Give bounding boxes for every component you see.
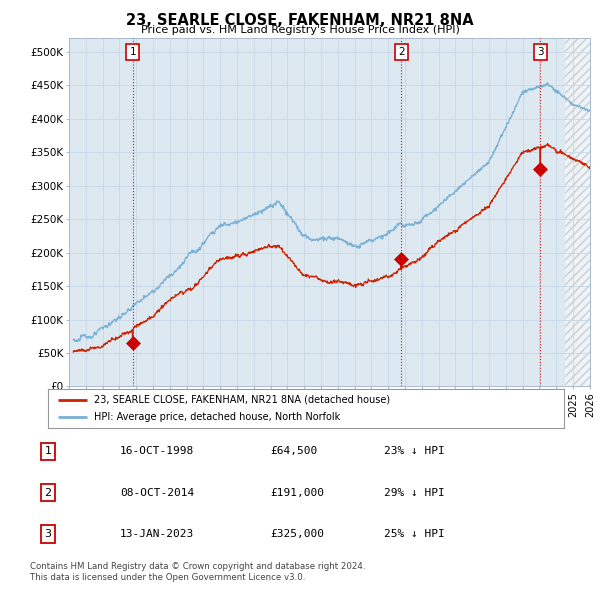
Text: 23, SEARLE CLOSE, FAKENHAM, NR21 8NA: 23, SEARLE CLOSE, FAKENHAM, NR21 8NA	[126, 13, 474, 28]
Text: Price paid vs. HM Land Registry's House Price Index (HPI): Price paid vs. HM Land Registry's House …	[140, 25, 460, 35]
Text: 08-OCT-2014: 08-OCT-2014	[120, 488, 194, 497]
Bar	[565, 38, 590, 386]
Text: 16-OCT-1998: 16-OCT-1998	[120, 447, 194, 456]
Text: 3: 3	[537, 47, 544, 57]
Text: £191,000: £191,000	[270, 488, 324, 497]
Text: 25% ↓ HPI: 25% ↓ HPI	[384, 529, 445, 539]
Text: 29% ↓ HPI: 29% ↓ HPI	[384, 488, 445, 497]
Text: 1: 1	[130, 47, 136, 57]
Text: 23% ↓ HPI: 23% ↓ HPI	[384, 447, 445, 456]
Text: 2: 2	[44, 488, 52, 497]
Text: Contains HM Land Registry data © Crown copyright and database right 2024.
This d: Contains HM Land Registry data © Crown c…	[30, 562, 365, 582]
Text: 1: 1	[44, 447, 52, 456]
Text: 3: 3	[44, 529, 52, 539]
Text: 2: 2	[398, 47, 404, 57]
Text: HPI: Average price, detached house, North Norfolk: HPI: Average price, detached house, Nort…	[94, 412, 341, 422]
Text: 23, SEARLE CLOSE, FAKENHAM, NR21 8NA (detached house): 23, SEARLE CLOSE, FAKENHAM, NR21 8NA (de…	[94, 395, 391, 405]
Text: £64,500: £64,500	[270, 447, 317, 456]
Text: £325,000: £325,000	[270, 529, 324, 539]
Text: 13-JAN-2023: 13-JAN-2023	[120, 529, 194, 539]
